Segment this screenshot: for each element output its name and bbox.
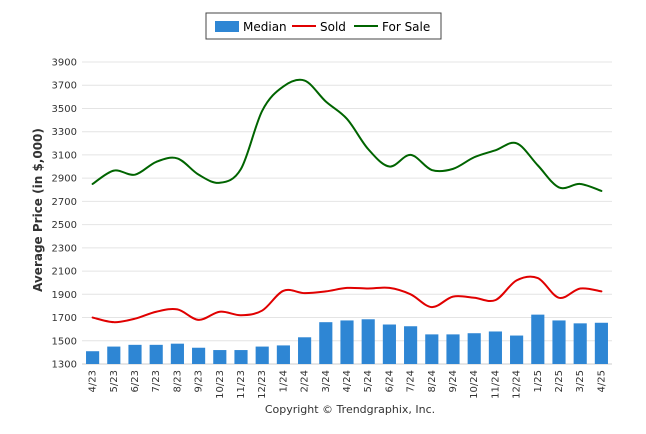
- x-tick-label: 11/24: [490, 370, 501, 399]
- x-tick-label: 11/23: [236, 370, 247, 399]
- x-tick-label: 9/23: [194, 370, 205, 392]
- x-tick-label: 10/23: [215, 370, 226, 399]
- y-tick-label: 2300: [52, 243, 77, 254]
- legend-box: [205, 12, 442, 40]
- bar-median-2/25: [552, 320, 566, 364]
- x-tick-label: 1/24: [278, 370, 289, 392]
- y-tick-label: 3100: [52, 150, 77, 161]
- x-tick-label: 12/23: [257, 370, 268, 399]
- x-tick-label: 5/23: [109, 370, 120, 392]
- x-tick-label: 4/23: [88, 370, 99, 392]
- bar-median-3/24: [319, 322, 333, 364]
- bar-median-12/24: [510, 335, 524, 364]
- legend-label-median: Median: [243, 20, 287, 34]
- bar-median-7/24: [404, 326, 418, 364]
- y-tick-label: 2100: [52, 267, 77, 278]
- legend-label-sold: Sold: [320, 20, 346, 34]
- copyright-footer: Copyright © Trendgraphix, Inc.: [265, 403, 435, 416]
- legend-swatch-median: [215, 21, 239, 32]
- grid: [82, 61, 612, 365]
- bar-median-8/24: [425, 334, 439, 364]
- y-axis: 1300 1500 1700 1900 2100 2300 2500 2700 2900 3100…: [52, 58, 77, 371]
- bar-median-4/24: [340, 320, 354, 364]
- x-tick-label: 1/25: [533, 370, 544, 392]
- bar-median-12/23: [255, 346, 269, 364]
- x-tick-label: 12/24: [512, 370, 523, 399]
- bar-median-6/23: [128, 344, 142, 364]
- y-tick-label: 1300: [52, 360, 77, 371]
- bar-median-11/23: [234, 350, 248, 364]
- x-tick-label: 6/24: [384, 370, 395, 392]
- x-tick-label: 8/24: [427, 370, 438, 392]
- x-tick-label: 4/24: [342, 370, 353, 392]
- bar-median-5/24: [361, 319, 375, 364]
- y-tick-label: 2700: [52, 197, 77, 208]
- bar-median-1/24: [276, 345, 290, 364]
- y-tick-label: 1900: [52, 290, 77, 301]
- bar-median-7/23: [149, 344, 163, 364]
- bar-median-9/23: [192, 347, 206, 364]
- bar-median-10/24: [467, 333, 481, 364]
- x-axis: 4/23 5/23 6/23 7/23 8/23 9/23 10/23 11/23 12/23 1…: [88, 370, 608, 399]
- y-tick-label: 1500: [52, 336, 77, 347]
- y-tick-label: 1700: [52, 313, 77, 324]
- y-tick-label: 3900: [52, 58, 77, 69]
- bar-median-4/23: [86, 351, 100, 364]
- y-tick-label: 2900: [52, 174, 77, 185]
- bar-median-5/23: [107, 346, 121, 364]
- legend: Median Sold For Sale: [205, 12, 442, 40]
- y-tick-label: 2500: [52, 220, 77, 231]
- x-tick-label: 10/24: [469, 370, 480, 399]
- y-axis-label: Average Price (in $,000): [31, 128, 45, 292]
- bar-median-10/23: [213, 350, 227, 364]
- x-tick-label: 2/25: [554, 370, 565, 392]
- bar-median-9/24: [446, 334, 460, 364]
- bar-median-4/25: [594, 322, 608, 364]
- x-tick-label: 3/25: [575, 370, 586, 392]
- x-tick-label: 7/23: [151, 370, 162, 392]
- median-bars: [86, 314, 608, 364]
- bar-median-8/23: [170, 343, 184, 364]
- series-lines: [91, 78, 603, 324]
- bar-median-2/24: [298, 337, 312, 364]
- line-sold: [91, 275, 603, 324]
- x-tick-label: 2/24: [300, 370, 311, 392]
- y-tick-label: 3300: [52, 127, 77, 138]
- x-tick-label: 4/25: [596, 370, 607, 392]
- x-tick-label: 7/24: [406, 370, 417, 392]
- y-tick-label: 3500: [52, 104, 77, 115]
- legend-label-for-sale: For Sale: [382, 20, 430, 34]
- bar-median-11/24: [488, 331, 502, 364]
- bar-median-3/25: [573, 323, 587, 364]
- x-tick-label: 5/24: [363, 370, 374, 392]
- y-tick-label: 3700: [52, 81, 77, 92]
- bar-median-6/24: [382, 324, 396, 364]
- x-tick-label: 3/24: [321, 370, 332, 392]
- x-tick-label: 8/23: [172, 370, 183, 392]
- line-for-sale: [91, 78, 603, 192]
- x-tick-label: 6/23: [130, 370, 141, 392]
- x-tick-label: 9/24: [448, 370, 459, 392]
- bar-median-1/25: [531, 314, 545, 364]
